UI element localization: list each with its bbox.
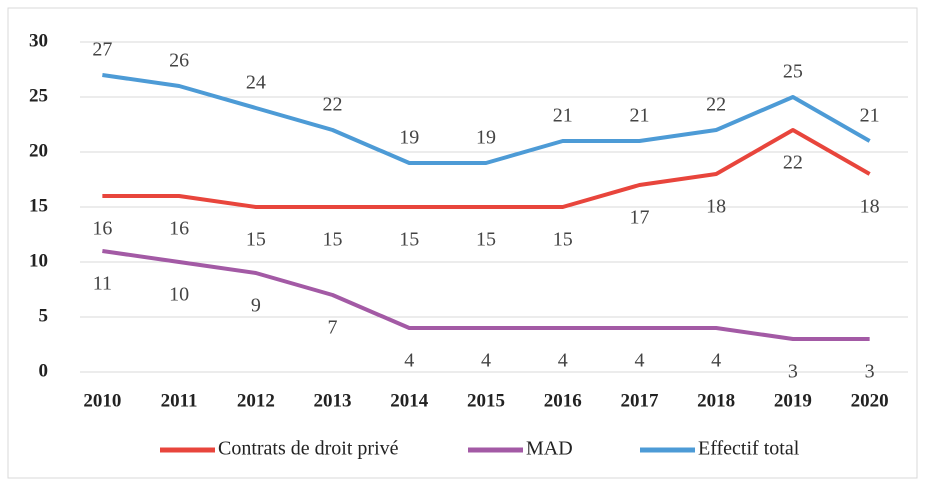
- data-label: 3: [865, 361, 875, 383]
- data-label: 17: [629, 207, 649, 229]
- data-label: 4: [404, 350, 414, 372]
- data-label: 19: [399, 127, 419, 149]
- y-tick-label: 20: [29, 140, 48, 161]
- x-tick-label: 2015: [467, 390, 505, 411]
- legend-label: MAD: [526, 438, 573, 460]
- data-label: 21: [860, 105, 880, 127]
- y-tick-label: 10: [29, 250, 48, 271]
- data-label: 16: [169, 218, 189, 240]
- data-label: 4: [634, 350, 644, 372]
- data-label: 22: [783, 152, 803, 174]
- data-label: 15: [553, 229, 573, 251]
- y-tick-label: 5: [39, 305, 49, 326]
- chart-border: [7, 7, 918, 479]
- x-tick-label: 2011: [161, 390, 198, 411]
- x-tick-label: 2016: [544, 390, 582, 411]
- x-tick-label: 2010: [83, 390, 121, 411]
- data-label: 3: [788, 361, 798, 383]
- y-tick-label: 15: [29, 195, 48, 216]
- data-label: 18: [706, 196, 726, 218]
- data-label: 7: [328, 317, 338, 339]
- x-tick-label: 2012: [237, 390, 275, 411]
- legend-label: Contrats de droit privé: [218, 438, 399, 460]
- data-label: 25: [783, 61, 803, 83]
- data-label: 22: [323, 94, 343, 116]
- x-tick-label: 2020: [851, 390, 889, 411]
- y-tick-label: 0: [39, 360, 49, 381]
- data-label: 4: [711, 350, 721, 372]
- x-tick-label: 2014: [390, 390, 429, 411]
- data-label: 4: [558, 350, 568, 372]
- x-tick-label: 2017: [620, 390, 659, 411]
- data-label: 15: [476, 229, 496, 251]
- data-label: 19: [476, 127, 496, 149]
- data-label: 22: [706, 94, 726, 116]
- series-line: [102, 249, 870, 341]
- data-label: 4: [481, 350, 491, 372]
- data-label: 15: [246, 229, 266, 251]
- legend-label: Effectif total: [698, 438, 800, 460]
- data-label: 9: [251, 295, 261, 317]
- data-label: 11: [93, 273, 112, 295]
- data-label: 21: [553, 105, 573, 127]
- y-tick-label: 25: [29, 85, 48, 106]
- series-line: [102, 73, 871, 165]
- data-label: 26: [169, 50, 189, 72]
- y-tick-label: 30: [29, 30, 48, 51]
- data-label: 27: [92, 39, 112, 61]
- series-line: [102, 128, 871, 209]
- data-label: 15: [399, 229, 419, 251]
- data-label: 10: [169, 284, 189, 306]
- x-tick-label: 2013: [314, 390, 352, 411]
- data-label: 21: [629, 105, 649, 127]
- data-label: 18: [860, 196, 880, 218]
- x-tick-label: 2019: [774, 390, 812, 411]
- data-label: 16: [92, 218, 112, 240]
- x-tick-label: 2018: [697, 390, 735, 411]
- data-label: 24: [246, 72, 266, 94]
- data-label: 15: [323, 229, 343, 251]
